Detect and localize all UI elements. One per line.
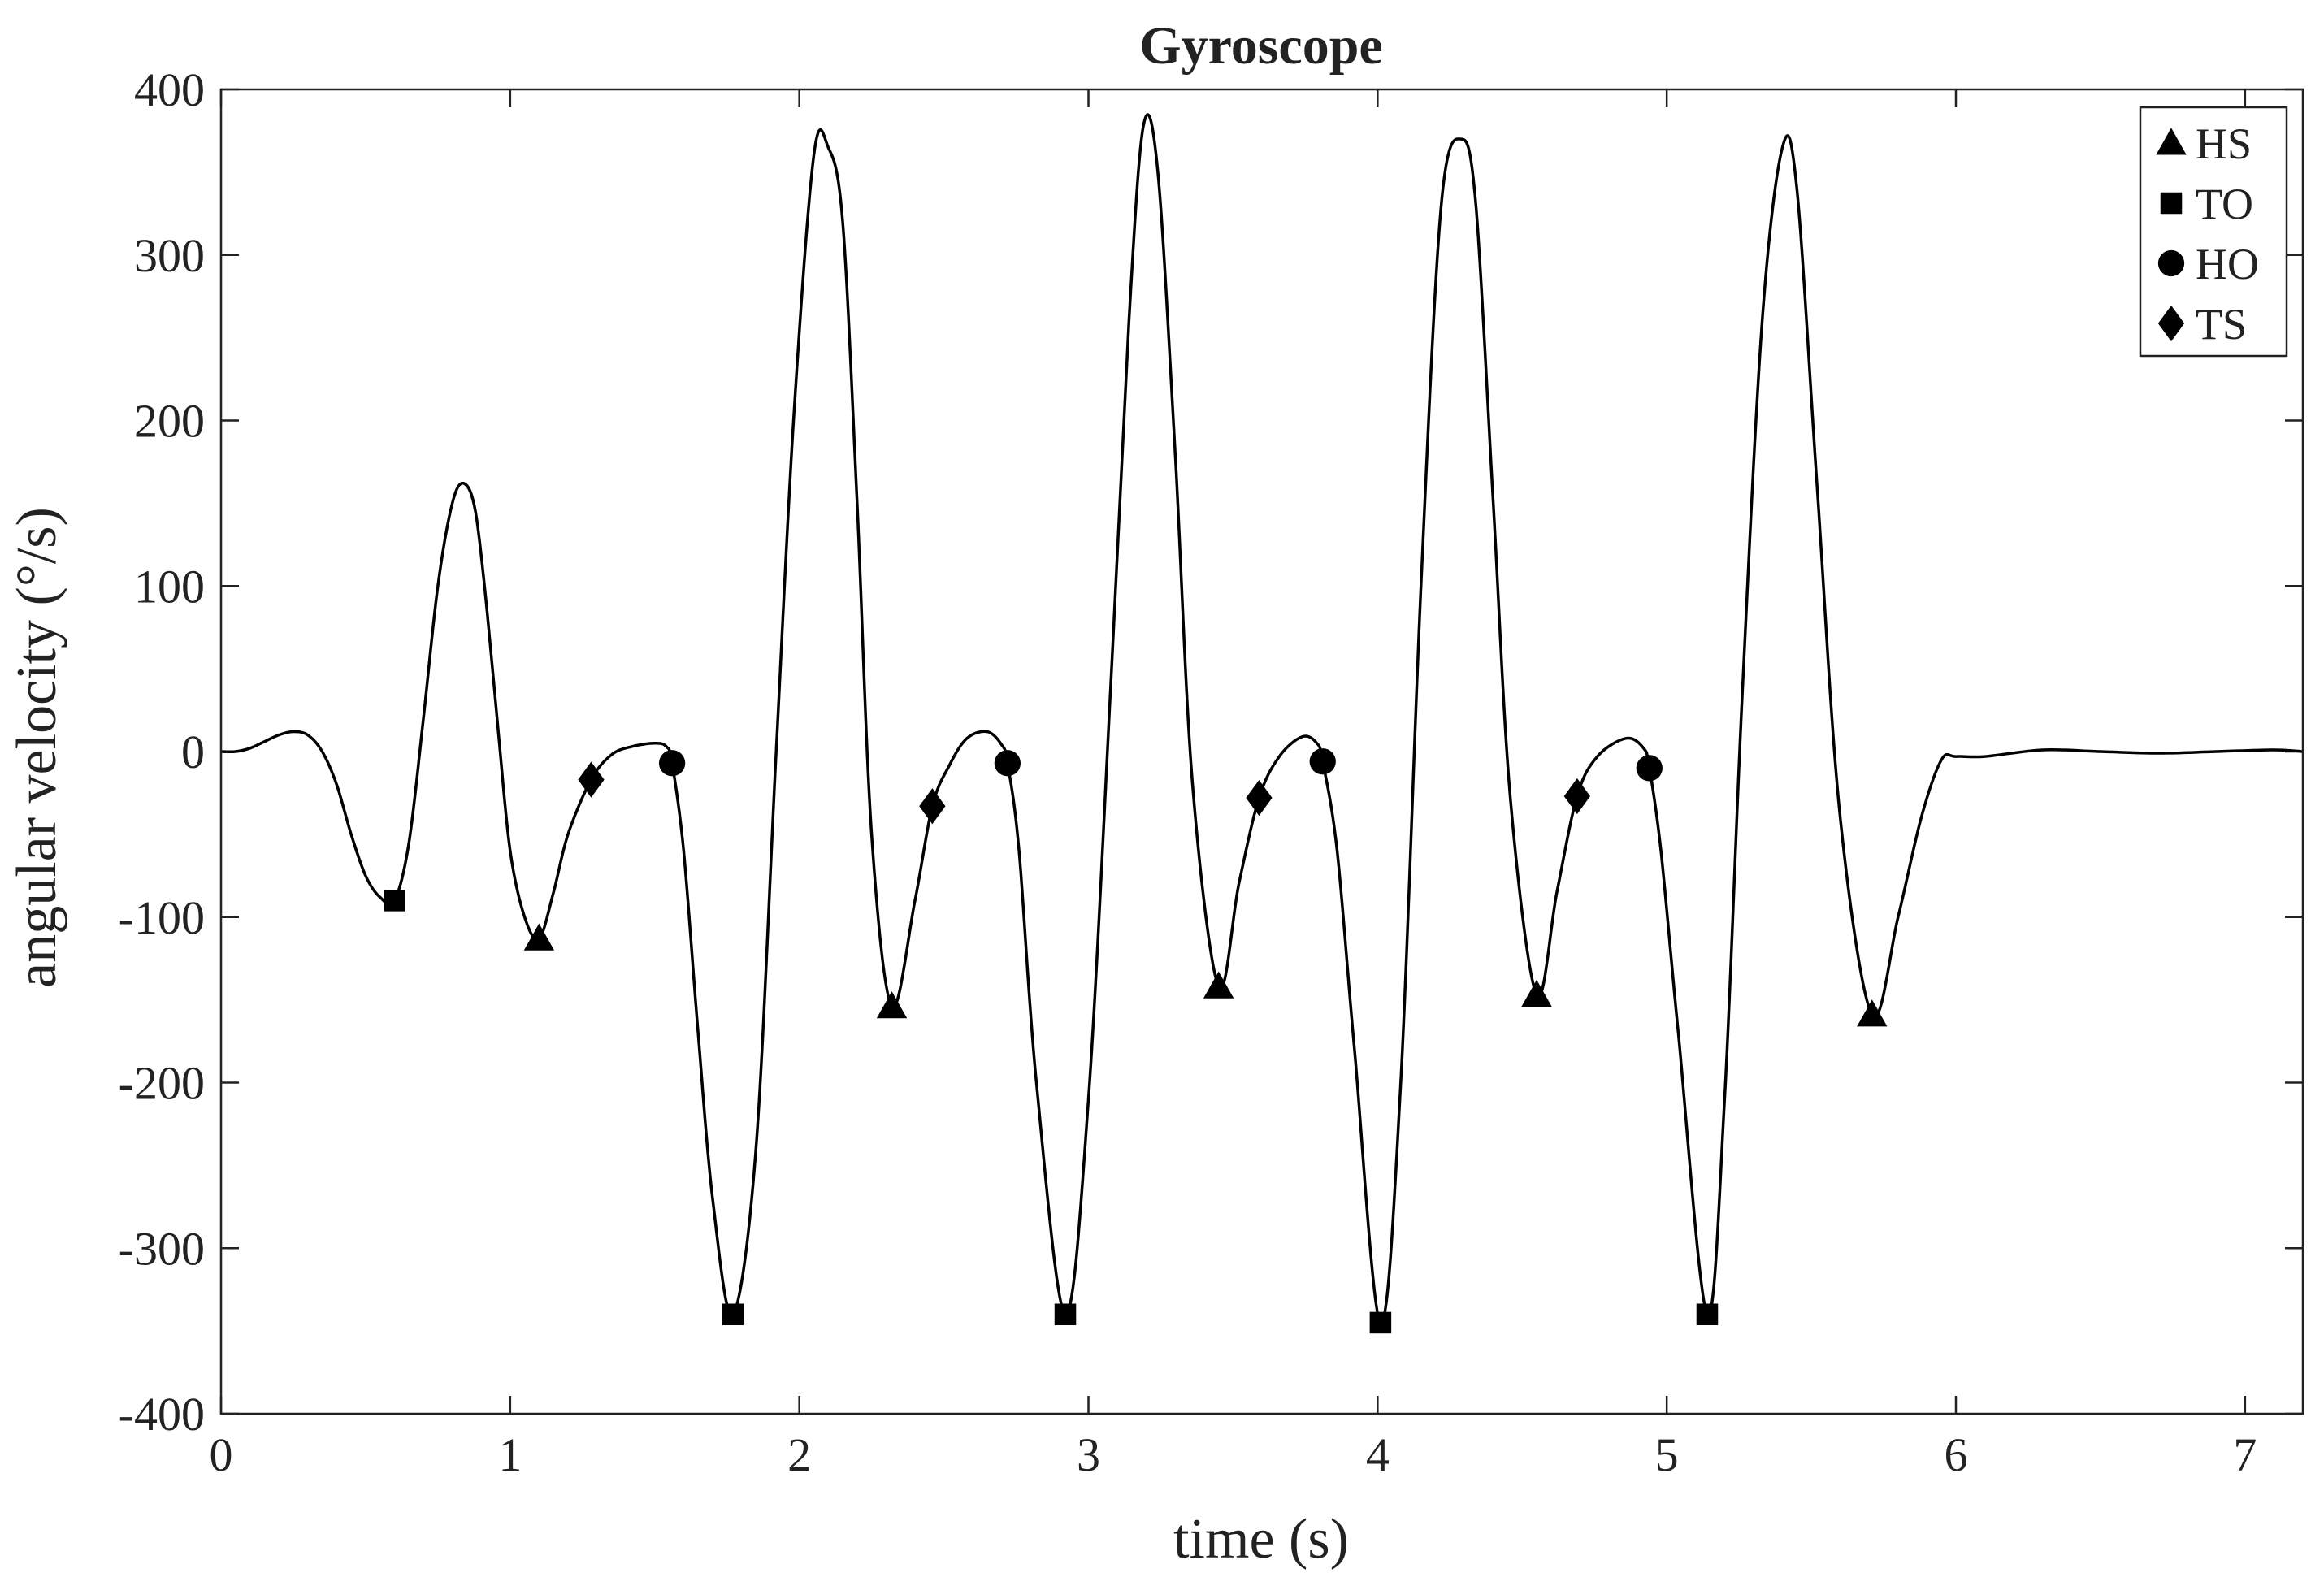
x-tick-label: 6 — [1945, 1428, 1968, 1481]
marker-ts — [1246, 779, 1273, 817]
legend-label-ts: TS — [2196, 300, 2247, 349]
x-tick-label: 3 — [1077, 1428, 1100, 1481]
y-tick-label: -400 — [119, 1388, 205, 1441]
x-tick-label: 5 — [1655, 1428, 1679, 1481]
chart-title: Gyroscope — [1139, 16, 1382, 76]
marker-hs — [523, 923, 555, 951]
marker-ho — [1309, 748, 1336, 775]
marker-to — [1369, 1311, 1392, 1334]
marker-hs — [1857, 999, 1888, 1027]
legend-marker-ho — [2157, 249, 2185, 277]
x-tick-label: 2 — [787, 1428, 811, 1481]
marker-ho — [658, 750, 686, 777]
marker-ts — [1563, 778, 1591, 815]
legend: HS TO HO TS — [2139, 106, 2288, 358]
legend-label-hs: HS — [2196, 119, 2252, 168]
marker-to — [1696, 1303, 1719, 1326]
tick-labels: 0 1 2 3 4 5 6 7 -400 -300 -200 -100 0 100 200 300 400 — [119, 63, 2257, 1481]
marker-to — [722, 1303, 744, 1326]
y-tick-label: 300 — [134, 229, 205, 282]
legend-label-to: TO — [2196, 180, 2253, 228]
x-tick-label: 4 — [1366, 1428, 1390, 1481]
y-axis-label: angular velocity (°/s) — [6, 507, 68, 988]
marker-hs — [1203, 971, 1234, 999]
y-tick-label: -100 — [119, 891, 205, 944]
marker-to — [384, 890, 405, 912]
legend-label-ho: HO — [2196, 240, 2259, 288]
y-tick-label: 100 — [134, 560, 205, 613]
x-axis-label: time (s) — [1173, 1508, 1349, 1571]
plot-content — [220, 113, 2304, 1334]
legend-marker-hs — [2156, 128, 2187, 155]
marker-to — [1054, 1303, 1077, 1326]
marker-ts — [919, 788, 946, 825]
marker-ho — [1636, 755, 1663, 782]
marker-hs — [876, 991, 908, 1019]
legend-marker-ts — [2157, 305, 2185, 342]
marker-hs — [1521, 979, 1552, 1007]
plot-frame — [219, 88, 2304, 1415]
y-tick-label: 400 — [134, 63, 205, 116]
legend-marker-to — [2160, 192, 2183, 214]
y-tick-label: 200 — [134, 395, 205, 448]
y-tick-label: 0 — [181, 726, 205, 778]
marker-ts — [578, 761, 605, 798]
x-tick-label: 7 — [2233, 1428, 2257, 1481]
y-tick-label: -200 — [119, 1057, 205, 1110]
x-tick-label: 1 — [498, 1428, 522, 1481]
x-tick-label: 0 — [210, 1428, 233, 1481]
y-tick-label: -300 — [119, 1222, 205, 1275]
marker-ho — [994, 750, 1021, 777]
